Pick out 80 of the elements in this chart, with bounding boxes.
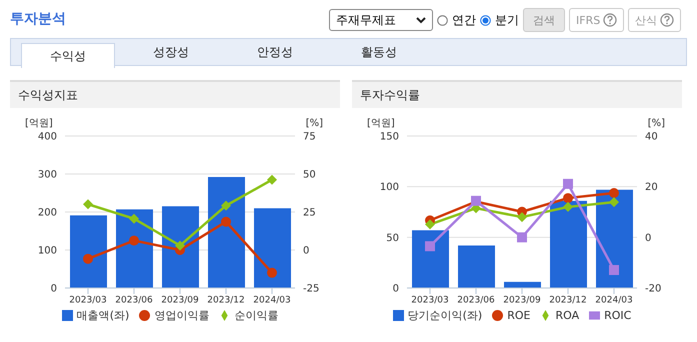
x-tick-label: 2023/06: [115, 295, 153, 306]
y-tick-label: 200: [38, 208, 57, 219]
point: [83, 199, 93, 210]
y2-tick-label: 0: [645, 232, 652, 244]
y-axis-title: [억원]: [25, 118, 53, 129]
text: 검색: [523, 8, 565, 32]
point: [609, 265, 619, 276]
x-tick-label: 2023/12: [549, 295, 587, 306]
y2-tick-label: 50: [303, 170, 316, 181]
point: [425, 219, 435, 230]
y-tick-label: 100: [38, 246, 57, 257]
y-tick-label: 100: [380, 182, 399, 194]
y2-tick-label: 0: [303, 246, 310, 257]
y-tick-label: 0: [50, 284, 57, 295]
y-tick-label: 300: [38, 170, 57, 181]
text: 산식: [628, 8, 682, 32]
bar: [70, 215, 107, 288]
legend-label: 매출액(좌): [76, 309, 130, 322]
bar: [504, 282, 541, 288]
point: [83, 254, 93, 264]
x-tick-label: 2023/03: [69, 295, 107, 306]
x-tick-label: 2023/03: [411, 295, 449, 306]
text: 안정성: [256, 44, 294, 60]
point: [563, 202, 573, 212]
point: [267, 174, 277, 185]
bar: [116, 209, 153, 288]
chart-title: 수익성지표: [10, 82, 340, 108]
text: 성장성: [152, 44, 190, 60]
point: [609, 197, 619, 208]
point: [609, 188, 619, 198]
point: [517, 212, 527, 222]
legend-label: ROE: [507, 309, 530, 322]
legend-label: 영업이익률: [154, 309, 210, 322]
x-tick-label: 2024/03: [253, 295, 291, 306]
x-tick-label: 2023/06: [457, 295, 495, 306]
point: [563, 178, 573, 189]
y2-axis-title: [%]: [306, 118, 324, 129]
bar: [254, 208, 291, 288]
y2-tick-label: 20: [645, 182, 658, 194]
text: 수익성: [21, 43, 115, 68]
point: [221, 216, 231, 227]
y2-tick-label: 40: [645, 132, 658, 143]
point: [221, 200, 231, 211]
legend-label: ROIC: [604, 309, 632, 322]
bar: [412, 230, 449, 288]
y-tick-label: 0: [392, 284, 399, 295]
bar: [550, 200, 587, 288]
bar: [208, 177, 245, 288]
bar: [162, 206, 199, 288]
legend-label: 순이익률: [234, 309, 278, 322]
y-tick-label: 50: [386, 232, 399, 244]
point: [425, 241, 435, 252]
text: IFRS: [569, 8, 624, 32]
y2-tick-label: 25: [303, 208, 316, 219]
y-axis-title: [억원]: [367, 118, 395, 129]
point: [563, 193, 573, 204]
x-tick-label: 2023/12: [207, 295, 245, 306]
y2-tick-label: -20: [645, 284, 662, 295]
y2-axis-title: [%]: [648, 118, 666, 129]
legend-label: ROA: [555, 309, 580, 322]
text: 분기: [495, 12, 519, 28]
y-tick-label: 400: [38, 132, 57, 143]
point: [129, 236, 139, 246]
bar: [458, 245, 495, 288]
chart-title: 투자수익률: [352, 82, 682, 108]
point: [175, 240, 185, 251]
point: [267, 268, 277, 278]
legend-label: 당기순이익(좌): [408, 309, 482, 322]
text: 활동성: [360, 44, 398, 60]
x-tick-label: 2023/09: [503, 295, 541, 306]
point: [129, 214, 139, 224]
point: [517, 232, 527, 242]
y2-tick-label: -25: [303, 284, 320, 295]
x-tick-label: 2023/09: [161, 295, 199, 306]
text: 투자분석: [10, 10, 66, 28]
text: 연간: [452, 12, 476, 28]
dropdown: 주재무제표: [329, 9, 433, 31]
y-tick-label: 150: [380, 132, 399, 143]
x-tick-label: 2024/03: [595, 295, 633, 306]
y2-tick-label: 75: [303, 132, 316, 143]
